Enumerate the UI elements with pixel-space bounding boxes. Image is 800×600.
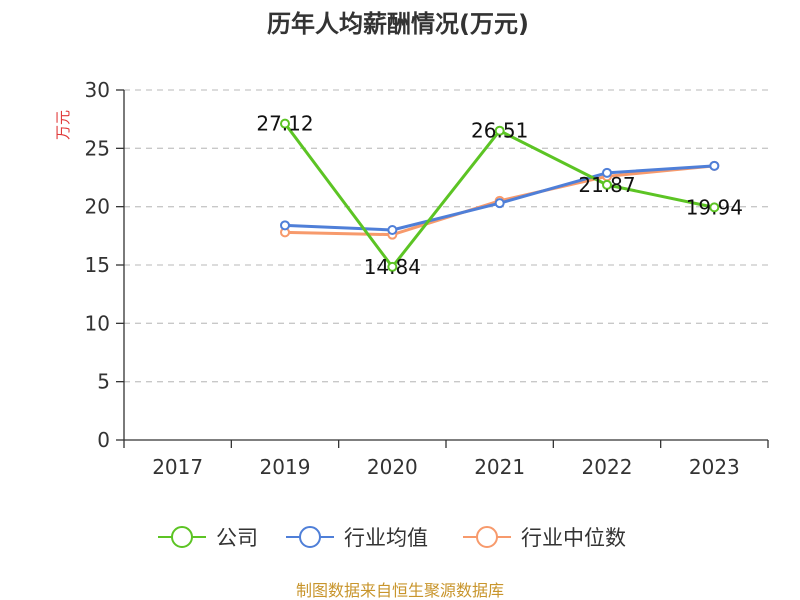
y-axis-label: 万元: [54, 110, 72, 140]
series-0: [280, 118, 720, 272]
data-labels: 27.12 14.84 26.51 21.87 19.94: [256, 112, 743, 279]
chart-title: 历年人均薪酬情况(万元): [267, 10, 529, 38]
data-point: [602, 167, 612, 178]
data-point: [387, 225, 398, 235]
legend-item[interactable]: 公司: [158, 526, 258, 550]
series-1: [280, 160, 720, 235]
x-tick-label: 2017: [152, 455, 203, 479]
data-label: 21.87: [578, 173, 635, 197]
legend-marker-icon: [299, 526, 321, 548]
legend-label: 公司: [216, 526, 258, 550]
data-label: 27.12: [256, 112, 313, 136]
data-point: [387, 261, 398, 272]
legend-marker-icon: [171, 526, 193, 548]
data-label: 14.84: [364, 255, 421, 279]
y-tick-label: 0: [97, 428, 110, 452]
y-tick-label: 20: [85, 195, 110, 219]
x-tick-label: 2021: [474, 455, 525, 479]
legend-label: 行业均值: [344, 526, 428, 550]
y-tick-label: 10: [85, 311, 110, 335]
y-tick-label: 25: [85, 136, 110, 160]
data-label: 26.51: [471, 119, 528, 143]
y-tick-label: 15: [85, 253, 110, 277]
data-point: [280, 220, 290, 231]
x-tick-label: 2022: [582, 455, 633, 479]
data-point: [709, 202, 720, 213]
x-tick-label: 2023: [689, 455, 740, 479]
axes: 0 5 10 15 20 25 30 2017 2019 2020 2021 2022 2023: [85, 78, 769, 479]
data-point: [494, 198, 505, 209]
legend-item[interactable]: 行业中位数: [463, 526, 626, 550]
data-point: [709, 160, 720, 171]
data-point: [494, 125, 505, 136]
x-tick-label: 2020: [367, 455, 418, 479]
gridlines: [124, 89, 768, 383]
data-point: [602, 179, 612, 190]
data-point: [280, 118, 290, 129]
x-tick-label: 2019: [260, 455, 311, 479]
y-tick-label: 5: [97, 370, 110, 394]
legend-item[interactable]: 行业均值: [286, 526, 428, 550]
legend-label: 行业中位数: [521, 526, 626, 550]
data-label: 19.94: [686, 195, 743, 219]
series-line: [283, 122, 715, 269]
source-note: 制图数据来自恒生聚源数据库: [296, 581, 504, 600]
legend-marker-icon: [476, 526, 498, 548]
y-tick-label: 30: [85, 78, 110, 102]
series-lines: [280, 118, 720, 272]
legend[interactable]: 公司 行业均值 行业中位数: [158, 526, 626, 550]
